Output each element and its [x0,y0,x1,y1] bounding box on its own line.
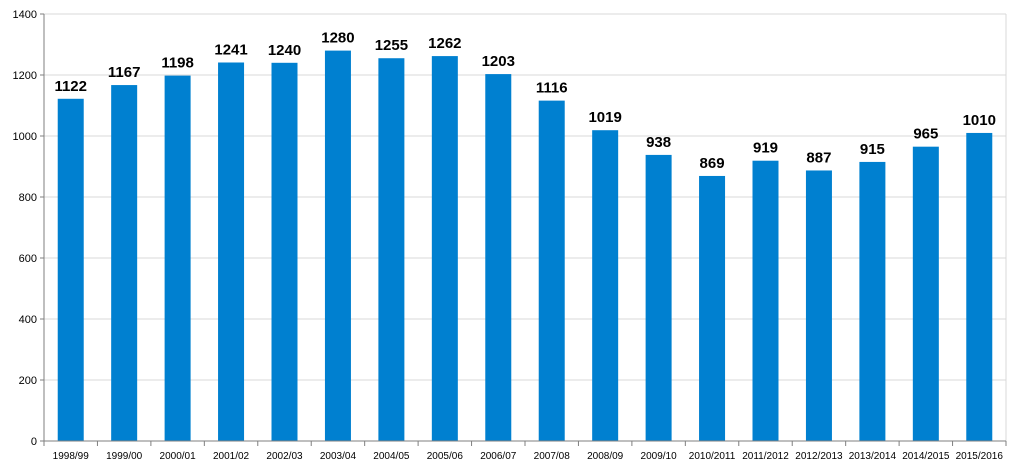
bar [485,74,512,442]
data-label: 915 [860,141,885,158]
data-label: 1203 [482,53,515,70]
x-tick-label: 2003/04 [320,451,357,462]
data-label: 1198 [161,55,194,72]
x-tick-label: 2012/2013 [795,451,843,462]
data-label: 1241 [214,41,247,58]
data-label: 965 [913,126,938,143]
bar [431,56,458,442]
bar [324,50,351,441]
y-tick-label: 600 [19,253,37,265]
data-label: 1167 [108,64,141,81]
x-tick-label: 2000/01 [160,451,197,462]
bar [912,146,939,442]
x-tick-label: 2007/08 [534,451,571,462]
x-tick-label: 2010/2011 [689,451,736,462]
x-tick-label: 2002/03 [266,451,303,462]
y-tick-label: 1000 [13,131,37,143]
data-label: 1122 [54,78,87,95]
x-tick-label: 2006/07 [480,451,517,462]
bar [538,100,565,442]
data-label: 919 [753,140,778,157]
data-label: 1262 [428,35,461,52]
bar [592,130,619,441]
data-label: 938 [646,134,671,151]
bar [752,160,779,441]
gridlines [44,13,1006,381]
y-tick-label: 200 [19,375,37,387]
bar [645,154,672,441]
x-tick-label: 2009/10 [641,451,678,462]
bar [805,170,832,441]
data-label: 1255 [375,37,408,54]
bar [218,62,245,442]
data-labels: 1122 1167 1198 1241 1240 1280 1255 1262 1203 1116… [54,30,996,172]
y-tick-label: 800 [19,192,37,204]
x-tick-label: 1998/99 [53,451,90,462]
bar [57,98,84,441]
data-label: 1280 [321,30,354,47]
bar [859,161,886,442]
x-tick-label: 2004/05 [373,451,410,462]
x-tick-label: 2015/2016 [956,451,1004,462]
data-label: 1019 [588,109,621,126]
bar [699,175,726,441]
x-tick-label: 2005/06 [427,451,464,462]
data-label: 869 [700,155,725,172]
x-tick-label: 2013/2014 [849,451,897,462]
x-tick-label: 1999/00 [106,451,143,462]
y-tick-label: 1400 [13,9,37,21]
bar [966,132,993,441]
data-label: 887 [806,149,831,166]
data-label: 1010 [963,112,996,129]
bars [57,50,993,442]
y-tick-label: 0 [31,436,37,448]
data-label: 1240 [268,42,301,59]
x-tick-label: 2001/02 [213,451,250,462]
x-tick-label: 2011/2012 [742,451,789,462]
bar [378,58,405,441]
data-label: 1116 [536,80,568,97]
x-tick-label: 2014/2015 [902,451,950,462]
y-tick-label: 400 [19,314,37,326]
x-axis-ticks: 1998/99 1999/00 2000/01 2001/02 2002/03 2003/… [43,441,1007,462]
bar [164,75,191,442]
y-tick-label: 1200 [13,70,37,82]
x-tick-label: 2008/09 [587,451,624,462]
bar [111,85,138,441]
y-axis-ticks: 0 200 400 600 800 1000 1200 1400 [13,9,44,448]
bar [271,62,298,442]
